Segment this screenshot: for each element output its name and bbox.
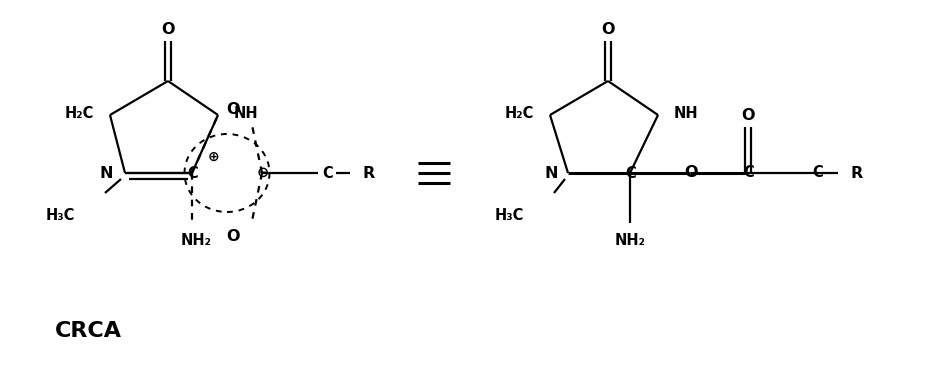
Text: O: O	[683, 165, 697, 180]
Text: ⊕: ⊕	[208, 150, 220, 164]
Text: R: R	[361, 165, 373, 180]
Text: C: C	[625, 165, 636, 180]
Text: H₃C: H₃C	[46, 208, 75, 223]
Text: C: C	[743, 165, 753, 180]
Text: H₃C: H₃C	[494, 208, 523, 223]
Text: O: O	[740, 108, 753, 123]
Text: R: R	[849, 165, 861, 180]
Text: O: O	[161, 21, 174, 36]
Text: CRCA: CRCA	[55, 321, 122, 341]
Text: H₂C: H₂C	[65, 105, 94, 121]
Text: ⊖: ⊖	[256, 165, 269, 180]
Text: N: N	[544, 165, 558, 180]
Text: NH: NH	[234, 105, 258, 121]
Text: NH₂: NH₂	[614, 233, 645, 248]
Text: C: C	[187, 167, 198, 182]
Text: O: O	[601, 21, 614, 36]
Text: N: N	[99, 165, 113, 180]
Text: C: C	[812, 165, 822, 180]
Text: H₂C: H₂C	[505, 105, 534, 121]
Text: C: C	[322, 165, 332, 180]
Text: O: O	[227, 102, 240, 117]
Text: NH₂: NH₂	[181, 233, 212, 248]
Text: NH: NH	[673, 105, 698, 121]
Text: O: O	[227, 229, 240, 244]
